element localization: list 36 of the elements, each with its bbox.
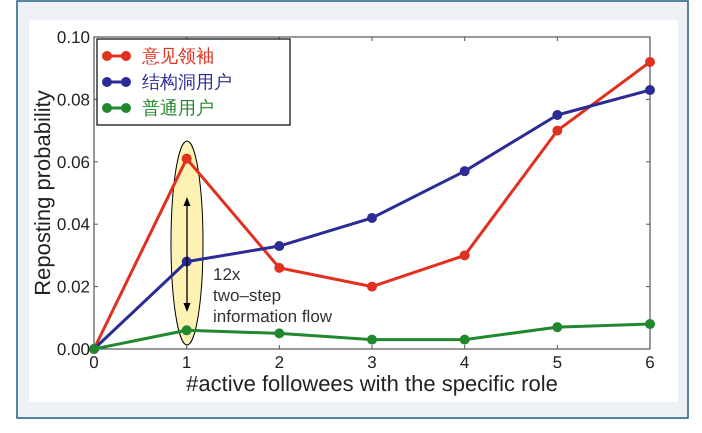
legend-label: 结构洞用户 <box>142 72 232 92</box>
point <box>552 322 562 332</box>
point <box>645 85 655 96</box>
point <box>182 325 192 336</box>
point <box>460 334 470 345</box>
point <box>552 110 562 120</box>
point <box>274 328 284 338</box>
y-tick-label: 0.04 <box>56 215 90 234</box>
x-tick-label: 1 <box>182 353 192 372</box>
point <box>552 126 562 136</box>
point <box>460 250 470 260</box>
x-tick-label: 5 <box>552 353 562 372</box>
point <box>367 282 377 292</box>
y-tick-label: 0.08 <box>56 90 90 110</box>
x-axis-title: #active followees with the specific role <box>186 371 558 396</box>
point <box>182 154 192 164</box>
x-tick-label: 0 <box>89 353 99 372</box>
y-axis-title: Reposting probability <box>30 90 55 296</box>
point <box>645 56 655 67</box>
annotation: 12x two–step information flow <box>213 265 332 326</box>
x-tick-label: 3 <box>367 353 377 372</box>
x-tick-label: 2 <box>274 353 284 372</box>
point <box>367 212 377 223</box>
y-tick-label: 0.06 <box>56 152 90 172</box>
point <box>367 334 377 345</box>
point <box>274 241 284 252</box>
x-tick-label: 4 <box>460 353 470 372</box>
y-tick-label: 0.00 <box>56 340 90 359</box>
legend-label: 普通用户 <box>142 98 214 118</box>
point <box>460 166 470 176</box>
point <box>274 262 284 273</box>
y-tick-label: 0.02 <box>56 278 90 297</box>
x-tick-label: 6 <box>645 353 655 372</box>
y-tick-label: 0.10 <box>56 28 90 47</box>
point <box>645 319 655 330</box>
legend-label: 意见领袖 <box>141 46 214 66</box>
